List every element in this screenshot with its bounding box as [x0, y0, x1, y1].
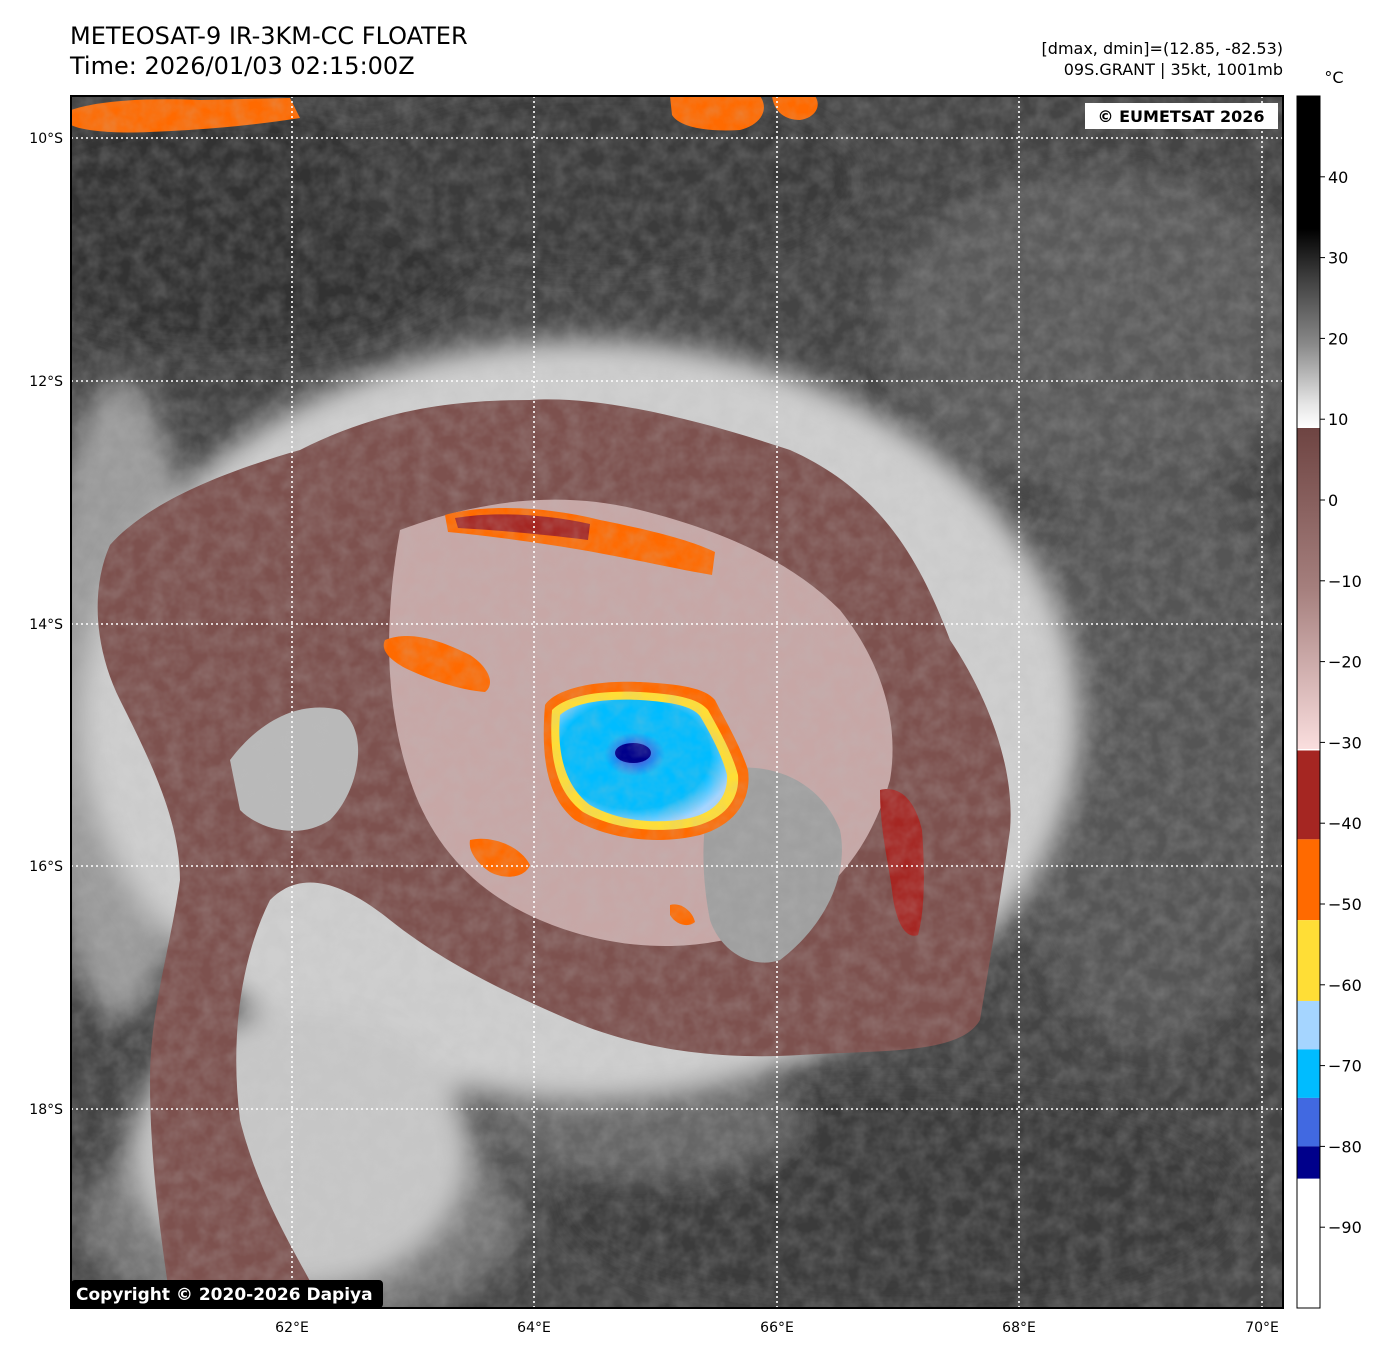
- colorbar-band: [1297, 839, 1320, 920]
- lon-label: 70°E: [1245, 1320, 1279, 1336]
- svg-text:Copyright © 2020-2026 Dapiya: Copyright © 2020-2026 Dapiya: [76, 1285, 373, 1305]
- colorbar-band: [1297, 750, 1320, 839]
- lon-label: 62°E: [275, 1320, 309, 1336]
- colorbar-unit: °C: [1324, 68, 1343, 87]
- colorbar-band: [1297, 1146, 1320, 1178]
- colorbar-band: [1297, 1049, 1320, 1097]
- colorbar-tick-label: 0: [1328, 491, 1338, 510]
- lon-label: 64°E: [517, 1320, 551, 1336]
- colorbar-tick-label: −80: [1328, 1137, 1362, 1156]
- colorbar-band: [1297, 1001, 1320, 1049]
- satellite-image: [0, 90, 1320, 1330]
- colorbar-tick-label: −70: [1328, 1057, 1362, 1076]
- lon-label: 66°E: [760, 1320, 794, 1336]
- lat-label: 12°S: [29, 374, 63, 390]
- colorbar-band-cirrus: [1297, 428, 1320, 749]
- lat-label: 16°S: [29, 859, 63, 875]
- colorbar-tick-label: 10: [1328, 410, 1348, 429]
- colorbar-tick-label: −50: [1328, 895, 1362, 914]
- colorbar-tick-label: 20: [1328, 329, 1348, 348]
- lon-label: 68°E: [1002, 1320, 1036, 1336]
- lat-label: 14°S: [29, 617, 63, 633]
- colorbar: °C 40 30 20 10 0 −10 −20 −30 −40 −50 −60 −70 −80 −90: [1297, 68, 1362, 1308]
- colorbar-band: [1297, 1179, 1320, 1308]
- texture-overlay: [71, 96, 1283, 1308]
- colorbar-tick-label: 40: [1328, 168, 1348, 187]
- colorbar-band: [1297, 1098, 1320, 1146]
- lat-label: 18°S: [29, 1102, 63, 1118]
- eumetsat-watermark: © EUMETSAT 2026: [1085, 103, 1278, 129]
- colorbar-band-grey: [1297, 96, 1320, 428]
- colorbar-tick-label: 30: [1328, 249, 1348, 268]
- colorbar-tick-label: −20: [1328, 653, 1362, 672]
- colorbar-tick-label: −90: [1328, 1218, 1362, 1237]
- colorbar-tick-label: −40: [1328, 814, 1362, 833]
- dapiya-watermark: Copyright © 2020-2026 Dapiya: [71, 1280, 383, 1308]
- colorbar-tick-label: −30: [1328, 733, 1362, 752]
- svg-text:© EUMETSAT 2026: © EUMETSAT 2026: [1098, 107, 1265, 126]
- lat-label: 10°S: [29, 131, 63, 147]
- colorbar-tick-label: −60: [1328, 976, 1362, 995]
- colorbar-band: [1297, 920, 1320, 1001]
- colorbar-tick-label: −10: [1328, 572, 1362, 591]
